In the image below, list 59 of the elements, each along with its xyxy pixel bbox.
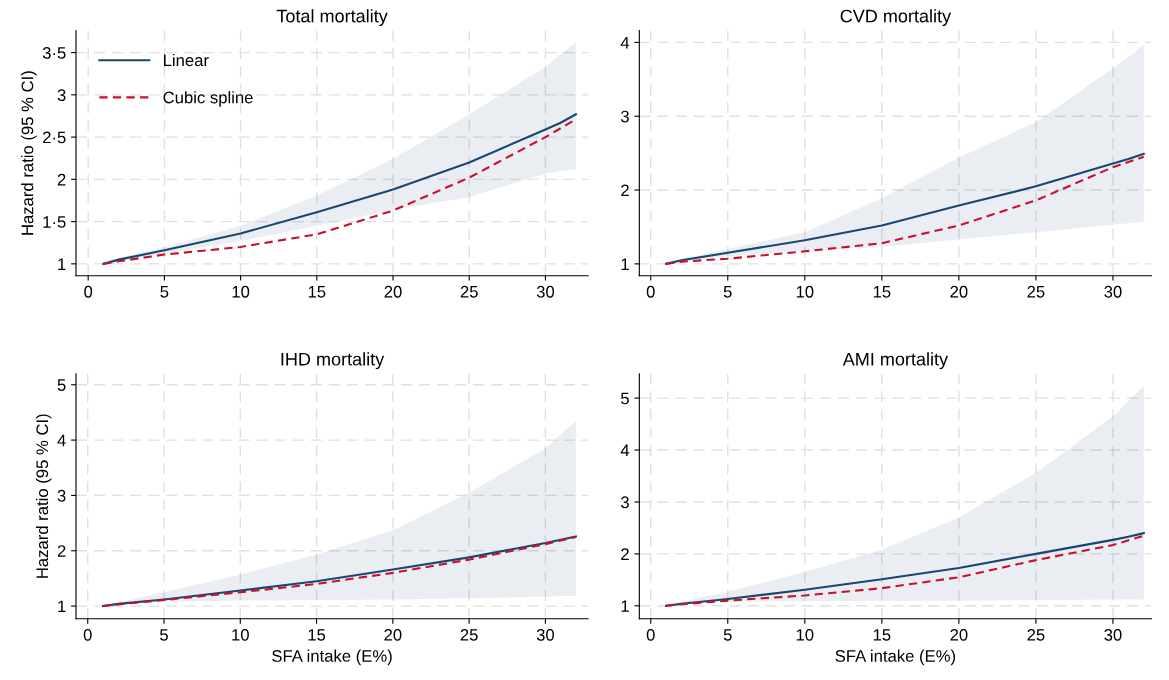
y-tick-label: 1 <box>58 258 66 270</box>
x-tick-label: 15 <box>873 286 891 298</box>
y-axis-title: Hazard ratio (95 % CI) <box>21 71 37 235</box>
y-tick-label: 5 <box>57 379 66 391</box>
chart-title: CVD mortality <box>840 9 952 27</box>
legend-label: Linear <box>164 53 209 67</box>
x-tick-label: 0 <box>83 628 92 641</box>
y-tick-label: 2 <box>621 184 629 197</box>
x-tick-label: 20 <box>950 628 968 641</box>
chart-title: Total mortality <box>276 9 388 27</box>
x-tick-label: 20 <box>950 285 968 298</box>
chart-title: AMI mortality <box>842 352 949 370</box>
x-tick-label: 15 <box>873 629 891 641</box>
y-tick-label: 2 <box>57 173 66 186</box>
x-tick-label: 30 <box>536 285 555 298</box>
x-axis-title: SFA intake (E%) <box>272 649 392 666</box>
y-tick-label: 3 <box>620 110 629 123</box>
x-tick-label: 5 <box>723 629 732 641</box>
y-tick-label: 3 <box>620 496 629 509</box>
y-tick-label: 4 <box>620 444 630 457</box>
x-tick-label: 5 <box>160 629 168 641</box>
line-series <box>101 535 577 608</box>
x-tick-label: 30 <box>1104 285 1122 298</box>
x-tick-label: 10 <box>232 628 249 641</box>
x-tick-label: 10 <box>232 285 250 298</box>
x-tick-label: 15 <box>308 629 326 641</box>
y-tick-label: 1 <box>621 258 629 270</box>
y-tick-label: 2 <box>57 545 66 557</box>
x-tick-label: 25 <box>1027 285 1045 298</box>
y-axis-title: Hazard ratio (95 % CI) <box>35 414 52 578</box>
x-tick-label: 30 <box>536 628 555 641</box>
x-tick-label: 20 <box>384 628 402 641</box>
y-tick-label: 3·5 <box>42 46 66 59</box>
x-tick-label: 5 <box>160 286 169 298</box>
x-tick-label: 25 <box>1027 628 1045 641</box>
y-tick-label: 3 <box>57 489 66 502</box>
x-tick-label: 15 <box>308 286 326 298</box>
y-tick-label: 2 <box>621 548 629 560</box>
x-tick-label: 10 <box>796 285 814 298</box>
x-tick-label: 0 <box>84 285 93 298</box>
y-tick-label: 5 <box>621 392 629 405</box>
x-tick-label: 30 <box>1104 628 1122 641</box>
x-tick-label: 25 <box>460 285 478 298</box>
legend-label: Cubic spline <box>163 91 253 107</box>
chart-title: IHD mortality <box>281 352 385 370</box>
y-tick-label: 1 <box>58 600 66 613</box>
x-tick-label: 10 <box>796 628 814 641</box>
y-tick-label: 3 <box>57 89 66 102</box>
x-tick-label: 0 <box>646 285 655 298</box>
x-tick-label: 20 <box>384 285 402 298</box>
y-tick-label: 4 <box>57 434 66 447</box>
x-tick-label: 0 <box>646 628 655 641</box>
y-tick-label: 2·5 <box>43 131 66 144</box>
y-tick-label: 4 <box>620 36 630 49</box>
y-tick-label: 1 <box>621 600 629 612</box>
y-tick-label: 1·5 <box>43 216 66 228</box>
x-tick-label: 5 <box>723 286 732 298</box>
x-tick-label: 25 <box>460 628 478 641</box>
x-axis-title: SFA intake (E%) <box>835 649 956 666</box>
